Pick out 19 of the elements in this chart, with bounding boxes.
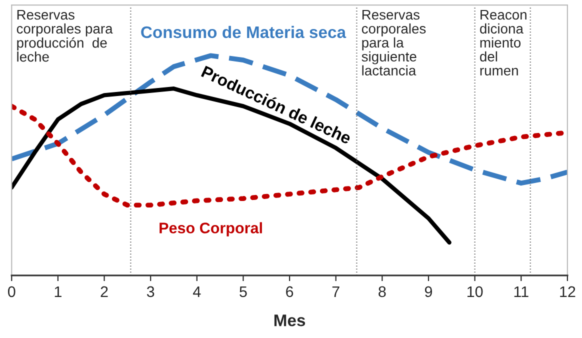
annotation: Reservas corporales para la siguiente lactancia [362, 10, 426, 76]
x-tick-label: 12 [560, 286, 576, 297]
annotation: Reservas corporales para producción de leche [16, 10, 113, 62]
x-tick-label: 3 [146, 286, 154, 298]
x-tick-label: 10 [467, 286, 483, 298]
x-tick-label: 5 [240, 286, 247, 298]
x-tick-label: 4 [193, 286, 201, 297]
series-label: Consumo de Materia seca [141, 26, 346, 38]
x-tick-label: 6 [286, 286, 294, 298]
annotation: Reacon diciona miento del rumen [480, 10, 526, 76]
x-tick-label: 1 [54, 286, 62, 297]
x-axis-title: Mes [274, 314, 306, 326]
x-tick-label: 11 [514, 286, 528, 297]
series-label: Peso Corporal [160, 222, 262, 236]
x-tick-label: 7 [332, 286, 340, 297]
x-tick-label: 9 [424, 286, 432, 298]
x-tick-label: 2 [100, 286, 108, 297]
x-tick-label: 8 [378, 286, 386, 298]
x-tick-label: 0 [8, 286, 16, 298]
